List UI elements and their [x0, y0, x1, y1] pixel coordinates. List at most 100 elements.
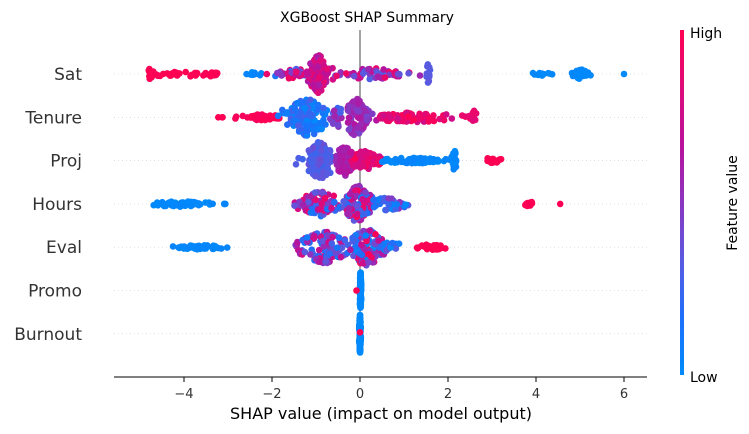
shap-point: [283, 109, 291, 116]
shap-point: [336, 158, 344, 165]
shap-point: [176, 70, 183, 77]
shap-point: [419, 155, 427, 162]
shap-point: [470, 109, 477, 117]
shap-point: [382, 206, 390, 214]
shap-point: [337, 109, 344, 116]
shap-point: [405, 70, 412, 77]
shap-point: [436, 115, 443, 123]
shap-point: [314, 101, 322, 109]
x-tick-label: −2: [262, 387, 281, 402]
shap-point: [357, 273, 364, 280]
feature-label-sat: Sat: [54, 65, 82, 85]
shap-point: [392, 155, 399, 163]
shap-point: [381, 74, 389, 81]
shap-point: [316, 156, 324, 163]
shap-point: [538, 70, 546, 78]
feature-row-proj: [292, 139, 505, 182]
shap-point: [304, 69, 311, 76]
shap-point: [448, 115, 456, 122]
shap-point: [375, 237, 382, 244]
shap-point: [212, 242, 219, 250]
shap-point: [342, 70, 350, 77]
shap-point: [347, 246, 354, 254]
shap-point: [354, 113, 362, 121]
feature-row-eval: [169, 227, 449, 269]
shap-point: [384, 155, 391, 163]
shap-point: [416, 72, 424, 79]
shap-point: [314, 139, 322, 146]
shap-point: [350, 252, 357, 260]
shap-point: [305, 147, 313, 154]
shap-point: [193, 200, 200, 208]
shap-point: [398, 158, 405, 166]
shap-point: [301, 248, 309, 256]
shap-point: [305, 198, 312, 206]
shap-point: [394, 115, 402, 122]
shap-point: [452, 150, 459, 157]
feature-label-burnout: Burnout: [14, 325, 82, 345]
shap-point: [153, 200, 160, 208]
shap-point: [300, 201, 307, 209]
shap-point: [361, 147, 369, 155]
shap-point: [426, 64, 433, 71]
shap-point: [258, 70, 265, 77]
shap-point: [323, 170, 331, 177]
x-tick-label: 0: [356, 387, 364, 402]
shap-point: [330, 192, 338, 200]
x-ticks: −4 −2 0 2 4 6: [174, 377, 628, 402]
shap-point: [376, 115, 384, 122]
shap-point: [357, 121, 365, 128]
shap-point: [313, 172, 320, 179]
shap-point: [307, 209, 315, 216]
shap-point: [291, 202, 298, 209]
shap-point: [172, 202, 180, 209]
x-axis-label: SHAP value (impact on model output): [230, 404, 532, 423]
shap-point: [292, 161, 300, 168]
shap-point: [620, 70, 628, 78]
shap-point: [353, 210, 361, 218]
shap-point: [353, 287, 360, 294]
shap-point: [188, 71, 195, 79]
shap-point: [309, 126, 317, 133]
shap-point: [333, 244, 341, 251]
shap-point: [204, 242, 211, 249]
shap-point: [202, 199, 209, 206]
shap-point: [180, 244, 187, 252]
shap-point: [395, 240, 403, 247]
shap-point: [443, 111, 450, 118]
shap-point: [394, 70, 402, 78]
shap-point: [527, 201, 534, 208]
feature-row-tenure: [215, 95, 480, 139]
shap-point: [372, 231, 379, 238]
colorbar-high-label: High: [690, 26, 722, 42]
shap-point: [337, 253, 345, 261]
shap-point: [366, 227, 374, 234]
shap-point: [315, 81, 323, 89]
colorbar: [680, 30, 684, 375]
shap-point: [385, 195, 392, 202]
shap-point: [200, 72, 207, 79]
shap-point: [548, 71, 556, 78]
shap-point: [338, 244, 346, 251]
shap-point: [284, 121, 291, 128]
shap-point: [356, 319, 364, 326]
shap-point: [330, 107, 338, 114]
feature-label-eval: Eval: [46, 238, 82, 258]
shap-point: [318, 147, 325, 154]
shap-point: [416, 115, 424, 122]
shap-point: [285, 75, 293, 82]
shap-point: [303, 132, 311, 139]
shap-point: [156, 72, 164, 80]
shap-point: [278, 72, 286, 79]
shap-point: [194, 243, 201, 251]
feature-label-tenure: Tenure: [24, 108, 82, 128]
shap-point: [358, 251, 366, 259]
shap-point: [316, 258, 324, 266]
shap-point: [575, 69, 582, 77]
shap-point: [359, 195, 366, 203]
shap-point: [331, 113, 339, 120]
shap-point: [308, 112, 315, 120]
shap-point: [193, 70, 201, 78]
shap-point: [307, 96, 314, 104]
shap-point: [556, 200, 564, 208]
